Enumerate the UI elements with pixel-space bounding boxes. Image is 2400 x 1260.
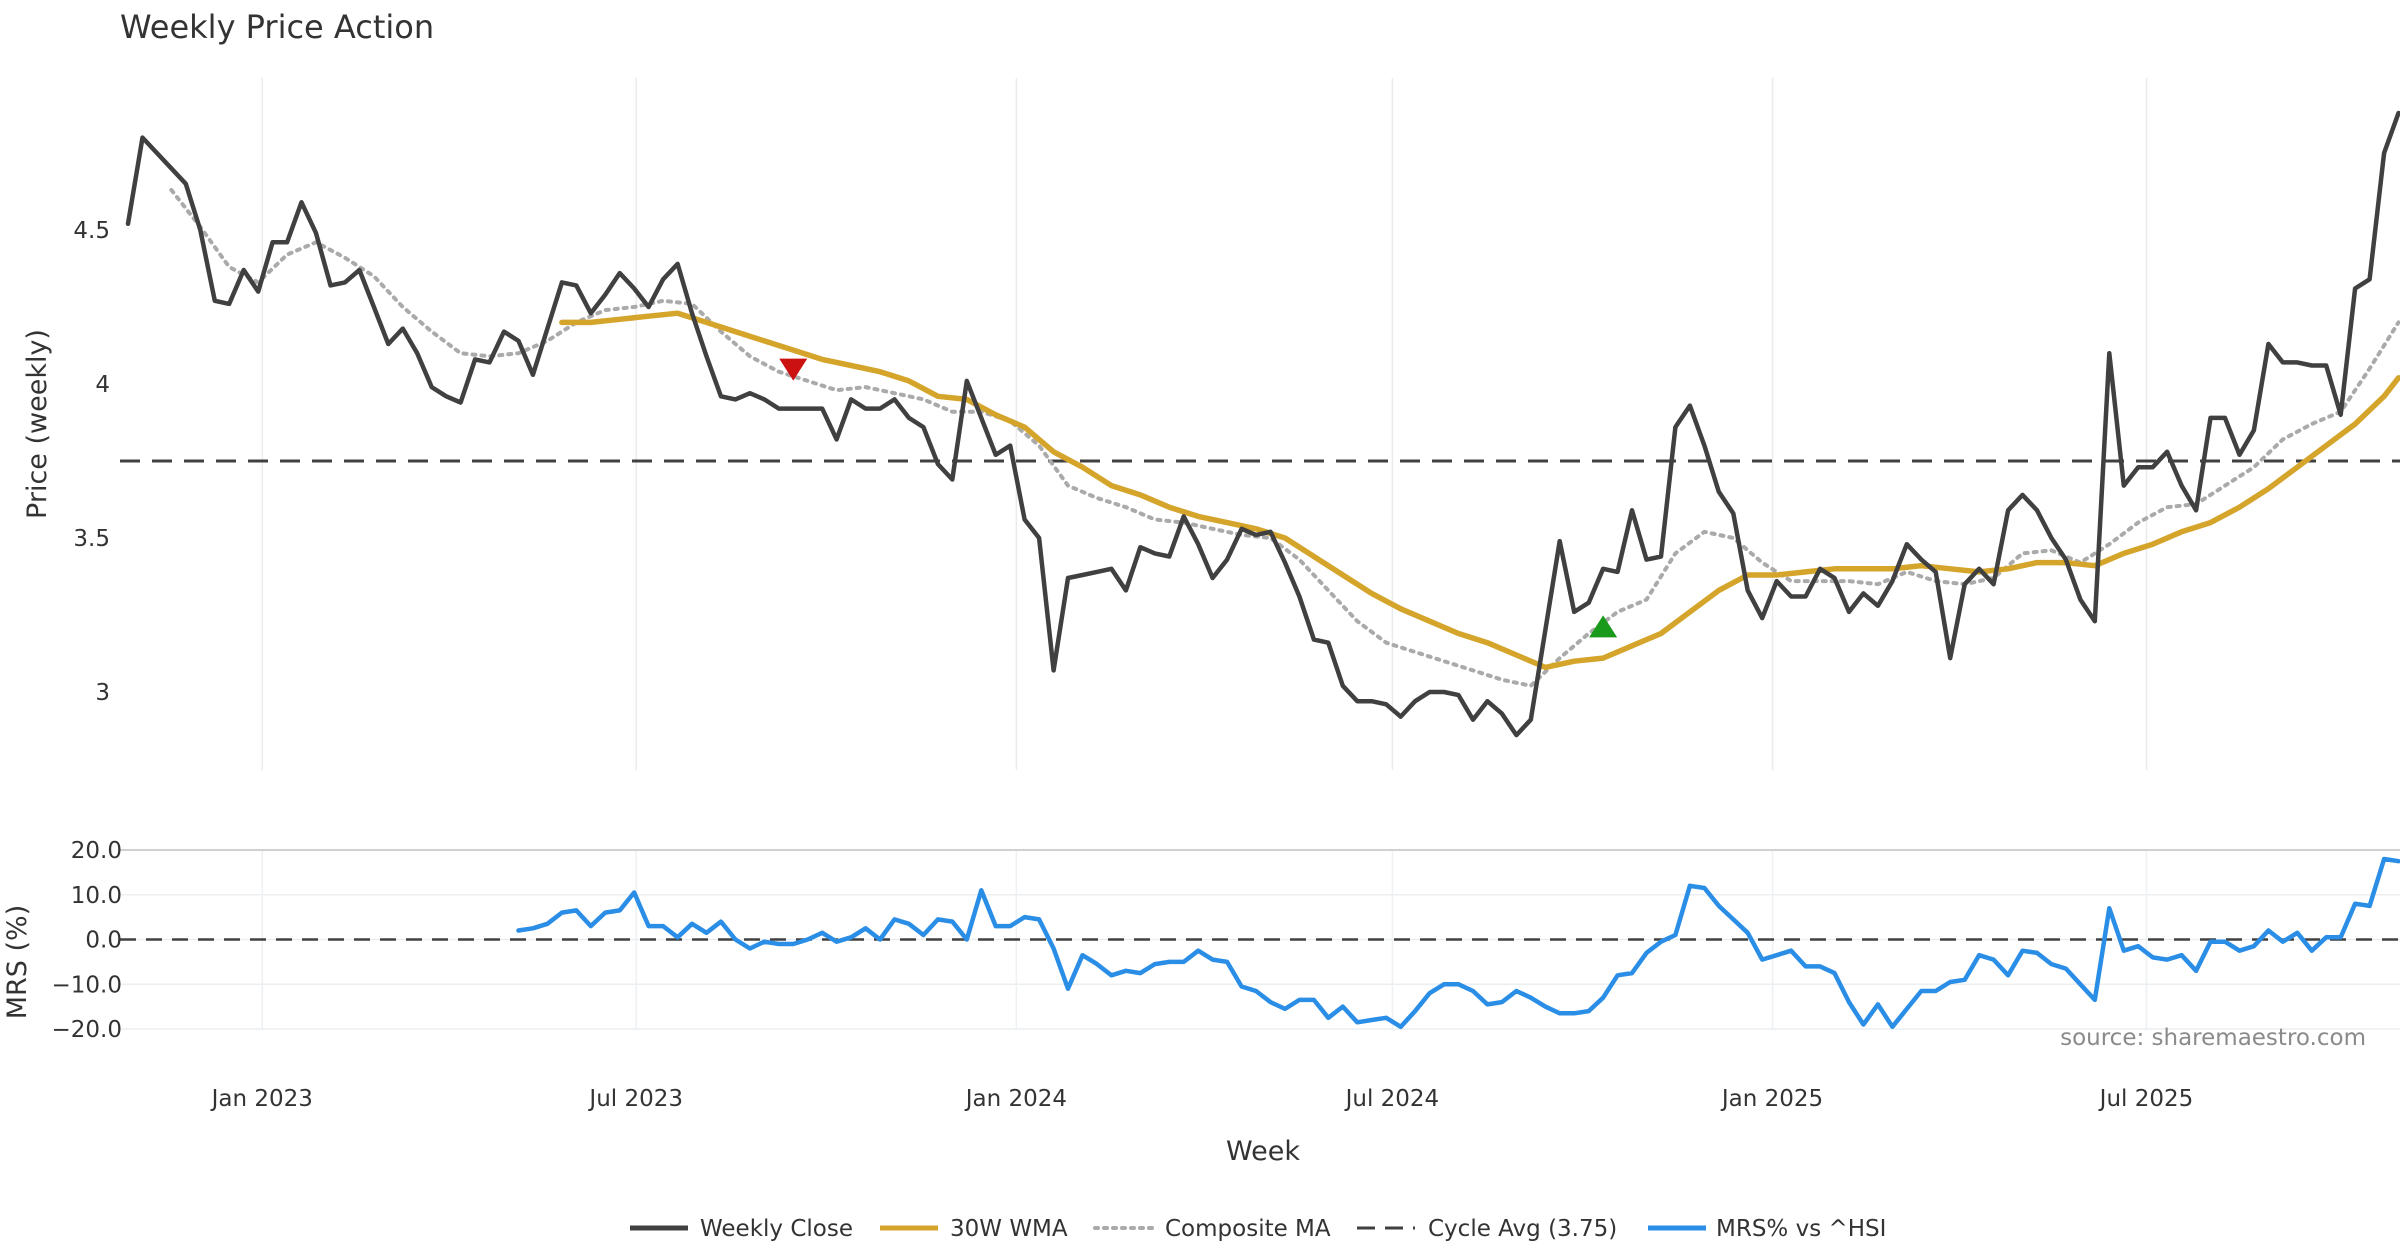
mrs-y-tick-label: −20.0 [52, 1017, 122, 1043]
weekly-close-line [125, 110, 2400, 738]
price-y-tick-label: 4 [95, 372, 110, 398]
x-axis-title: Week [1226, 1136, 1300, 1167]
x-tick-label: Jul 2023 [587, 1086, 683, 1112]
mrs-line [516, 856, 2400, 1030]
price-grid [261, 78, 2148, 770]
x-tick-label: Jan 2023 [210, 1086, 313, 1112]
x-tick-labels: Jan 2023 Jul 2023 Jan 2024 Jul 2024 Jan 2025… [210, 1086, 2194, 1112]
price-y-axis-title: Price (weekly) [22, 329, 53, 519]
legend-label: MRS% vs ^HSI [1716, 1216, 1886, 1242]
legend-label: 30W WMA [950, 1216, 1068, 1242]
price-y-tick-label: 4.5 [73, 218, 110, 244]
y-tick-labels: 3 3.5 4 4.5 20.0 10.0 0.0 −10.0 −20.0 [52, 218, 122, 1043]
legend: Weekly Close 30W WMA Composite MA Cycle Avg… [630, 1216, 1886, 1242]
mrs-series-layer [120, 856, 2400, 1030]
chart-title: Weekly Price Action [120, 8, 434, 46]
x-tick-label: Jul 2024 [1344, 1086, 1440, 1112]
price-y-tick-label: 3.5 [73, 526, 110, 552]
wma-30w-line [559, 310, 2400, 671]
mrs-y-tick-label: 0.0 [85, 928, 122, 954]
mrs-y-tick-label: 10.0 [71, 883, 122, 909]
x-tick-label: Jan 2024 [964, 1086, 1067, 1112]
mrs-y-axis-title: MRS (%) [2, 905, 33, 1020]
x-tick-label: Jul 2025 [2098, 1086, 2194, 1112]
legend-label: Composite MA [1165, 1216, 1331, 1242]
buy-signal-marker [1589, 615, 1618, 638]
sell-signal-marker [779, 358, 808, 381]
price-series-layer [120, 110, 2400, 738]
source-label: source: sharemaestro.com [2060, 1025, 2366, 1051]
legend-label: Cycle Avg (3.75) [1428, 1216, 1617, 1242]
price-y-tick-label: 3 [95, 680, 110, 706]
mrs-y-tick-label: 20.0 [71, 838, 122, 864]
composite-ma-line [169, 188, 2400, 688]
legend-label: Weekly Close [700, 1216, 853, 1242]
x-tick-label: Jan 2025 [1720, 1086, 1823, 1112]
mrs-y-tick-label: −10.0 [52, 972, 122, 998]
